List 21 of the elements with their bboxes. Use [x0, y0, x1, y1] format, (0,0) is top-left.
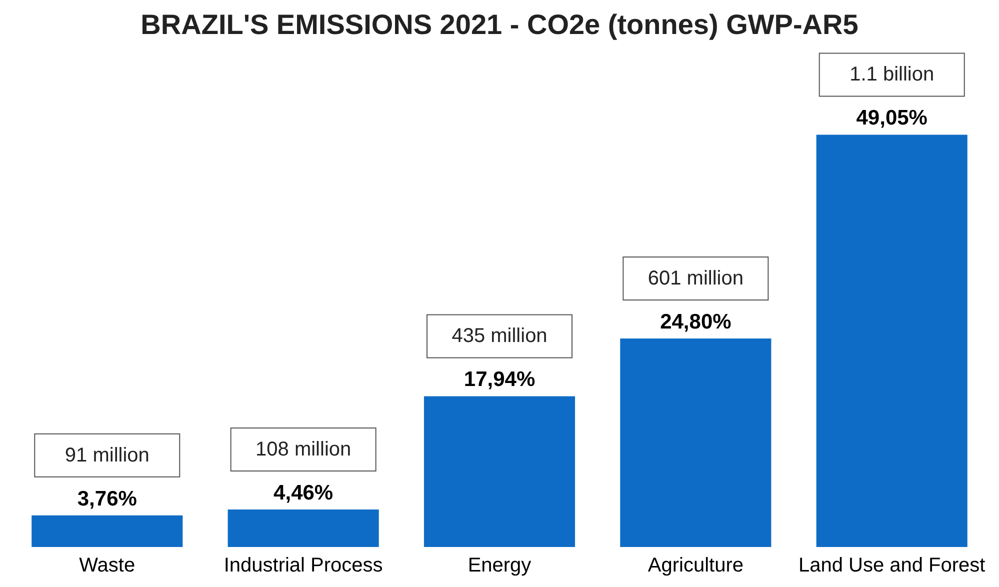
annotation: 91 million: [64, 444, 150, 466]
annotation: 108 million: [256, 438, 352, 461]
x-tick-label: Waste: [79, 554, 136, 576]
x-tick-label: Agriculture: [648, 554, 744, 576]
bar: [424, 396, 576, 547]
x-tick-label: Industrial Process: [224, 554, 383, 576]
x-tick-label: Energy: [468, 554, 532, 576]
bar: [620, 338, 772, 547]
data-label: 4,46%: [274, 482, 334, 505]
chart-title: BRAZIL'S EMISSIONS 2021 - CO2e (tonnes) GWP-AR5: [140, 9, 858, 40]
annotation: 601 million: [648, 268, 744, 290]
data-label: 3,76%: [77, 487, 138, 510]
bar: [228, 510, 379, 547]
bar: [32, 515, 183, 547]
data-label: 24,80%: [660, 310, 732, 334]
bar: [816, 134, 968, 547]
annotation: 435 million: [452, 325, 548, 348]
x-tick-label: Land Use and Forest: [798, 554, 986, 576]
data-label: 49,05%: [856, 106, 928, 130]
data-label: 17,94%: [464, 368, 536, 392]
annotation: 1.1 billion: [850, 64, 934, 86]
